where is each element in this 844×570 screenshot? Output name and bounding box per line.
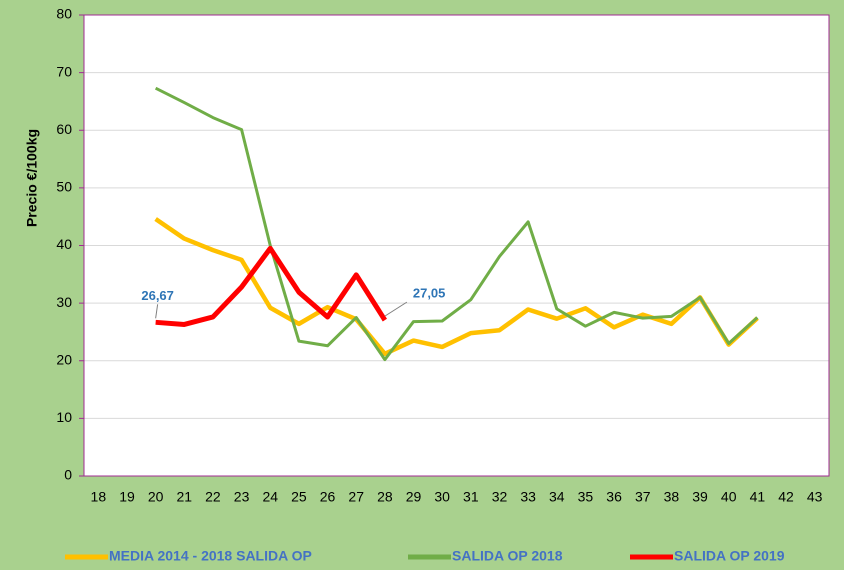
y-tick-label: 10 xyxy=(56,409,72,425)
x-tick-label: 27 xyxy=(348,489,364,505)
y-tick-label: 70 xyxy=(56,63,72,79)
y-tick-label: 40 xyxy=(56,236,72,252)
label-leader xyxy=(384,301,408,317)
x-tick-label: 35 xyxy=(578,489,594,505)
x-tick-label: 40 xyxy=(721,489,737,505)
x-tick-label: 42 xyxy=(778,489,794,505)
series-line xyxy=(154,86,759,362)
x-tick-label: 20 xyxy=(148,489,164,505)
x-tick-label: 41 xyxy=(750,489,766,505)
x-tick-label: 29 xyxy=(406,489,422,505)
x-tick-label: 24 xyxy=(262,489,278,505)
x-tick-label: 19 xyxy=(119,489,135,505)
x-tick-label: 18 xyxy=(91,489,107,505)
x-tick-label: 22 xyxy=(205,489,221,505)
x-tick-label: 38 xyxy=(664,489,680,505)
data-label: 27,05 xyxy=(413,286,446,301)
y-tick-label: 30 xyxy=(56,294,72,310)
y-tick-label: 50 xyxy=(56,179,72,195)
plot-border xyxy=(83,14,830,477)
x-tick-label: 21 xyxy=(176,489,192,505)
x-tick-label: 32 xyxy=(492,489,508,505)
x-tick-label: 34 xyxy=(549,489,565,505)
x-tick-label: 39 xyxy=(692,489,708,505)
x-tick-label: 31 xyxy=(463,489,479,505)
y-tick-label: 60 xyxy=(56,121,72,137)
legend-label: MEDIA 2014 - 2018 SALIDA OP xyxy=(109,548,312,564)
x-tick-label: 23 xyxy=(234,489,250,505)
series-line xyxy=(155,245,387,327)
x-tick-label: 30 xyxy=(434,489,450,505)
label-leader xyxy=(155,304,159,319)
data-label: 26,67 xyxy=(141,288,174,303)
x-tick-label: 43 xyxy=(807,489,823,505)
legend-label: SALIDA OP 2019 xyxy=(674,548,785,564)
y-tick-label: 0 xyxy=(64,467,72,483)
legend-label: SALIDA OP 2018 xyxy=(452,548,563,564)
x-tick-label: 25 xyxy=(291,489,307,505)
y-axis-label: Precio €/100kg xyxy=(24,129,40,227)
y-tick-label: 80 xyxy=(56,6,72,22)
series-line xyxy=(154,217,759,357)
y-tick-label: 20 xyxy=(56,351,72,367)
x-tick-label: 33 xyxy=(520,489,536,505)
x-tick-label: 37 xyxy=(635,489,651,505)
x-tick-label: 36 xyxy=(606,489,622,505)
x-tick-label: 26 xyxy=(320,489,336,505)
x-tick-label: 28 xyxy=(377,489,393,505)
